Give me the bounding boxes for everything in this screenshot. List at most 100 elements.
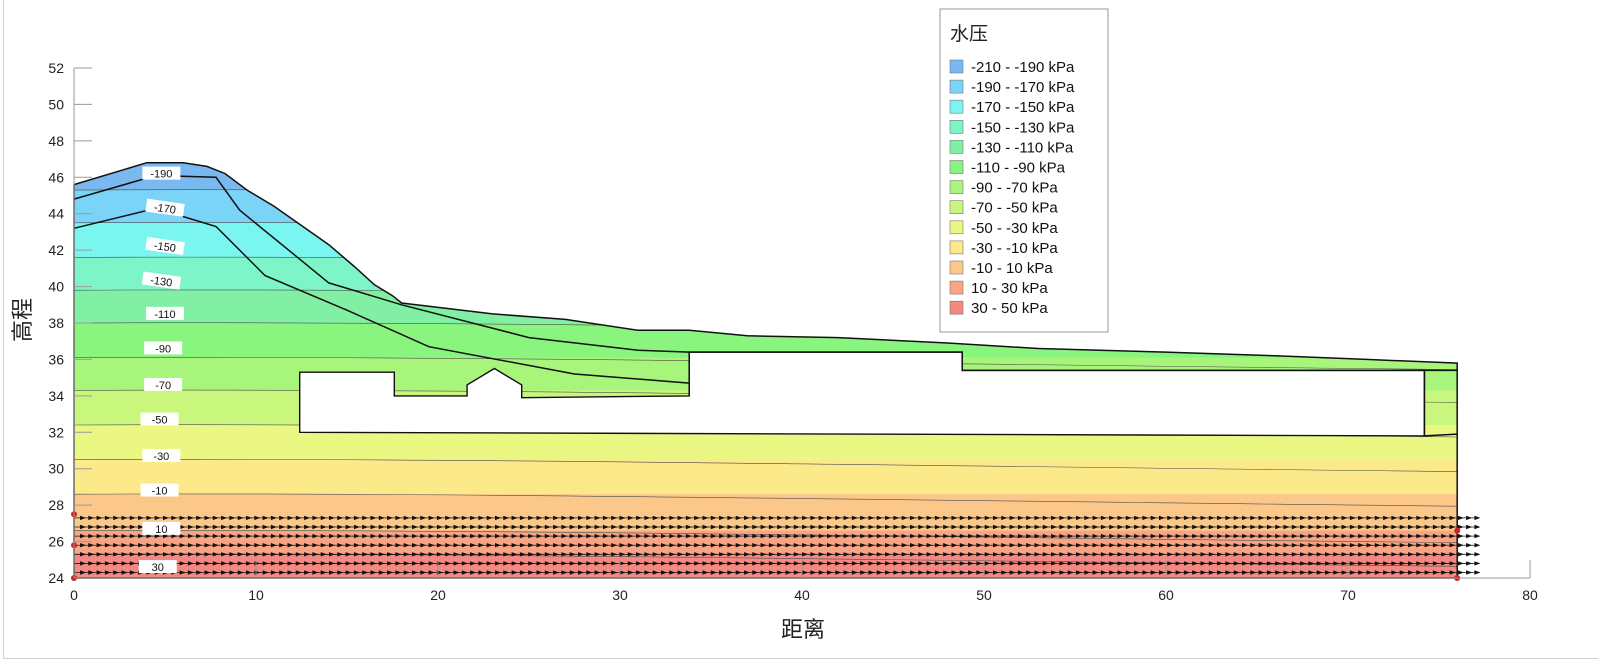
x-tick-label: 60 [1158, 587, 1174, 603]
pressure-contour-bands [74, 162, 1458, 578]
material-boundary-line [1424, 433, 1458, 437]
y-tick-label: 48 [48, 133, 64, 149]
x-tick-label: 80 [1522, 587, 1538, 603]
contour-label-bg [144, 377, 183, 391]
contour-label-text: -70 [155, 380, 171, 392]
legend-item-label: -50 - -30 kPa [971, 220, 1058, 237]
contour-band [74, 190, 1458, 224]
contour-label: -70 [144, 377, 183, 392]
legend-swatch [949, 180, 964, 194]
contour-label-bg [145, 236, 185, 256]
contour-label-text: -130 [149, 275, 172, 290]
contour-label-bg [142, 166, 181, 180]
contour-label-text: -10 [152, 486, 168, 498]
legend-swatch [949, 220, 964, 235]
contour-label: 30 [138, 560, 177, 574]
plot-frame [3, 0, 1598, 659]
contour-label-bg [138, 560, 177, 574]
legend-swatch [949, 300, 964, 315]
y-tick-label: 30 [48, 461, 64, 477]
legend-swatch [949, 260, 964, 275]
flow-vector-arrows [80, 561, 1481, 566]
contour-label: -90 [144, 341, 183, 356]
contour-band [74, 459, 1458, 495]
legend-item-label: -90 - -70 kPa [971, 180, 1058, 197]
contour-label-text: 10 [155, 524, 167, 536]
contour-label-text: -150 [153, 240, 176, 255]
contour-line [74, 458, 1458, 472]
y-tick-label: 34 [48, 388, 64, 404]
y-tick-label: 40 [48, 279, 64, 295]
contour-band [74, 290, 1458, 324]
y-tick-label: 42 [48, 242, 64, 258]
legend-item-label: 30 - 50 kPa [971, 300, 1048, 317]
y-tick-label: 28 [48, 497, 64, 513]
flow-vectors-layer [71, 511, 1481, 581]
contour-label-text: -90 [155, 344, 171, 356]
contour-line [74, 493, 1458, 507]
legend-swatch [949, 59, 964, 74]
contour-label: -190 [142, 166, 181, 181]
legend-swatch [949, 240, 964, 255]
x-tick-label: 70 [1340, 587, 1356, 603]
contour-label-bg [142, 521, 181, 535]
material-boundary-line [689, 351, 1458, 372]
contour-label-bg [144, 341, 183, 355]
contour-label-text: -170 [153, 202, 176, 217]
legend-swatch [949, 140, 964, 154]
x-tick-label: 40 [794, 587, 810, 603]
contour-label-text: -110 [154, 309, 175, 321]
x-tick-label: 30 [612, 587, 628, 603]
y-tick-label: 44 [48, 206, 64, 222]
y-axis-title: 高程 [11, 298, 36, 342]
contour-label: -50 [140, 412, 179, 427]
contour-label: -10 [140, 483, 179, 498]
x-tick-label: 20 [430, 587, 446, 603]
contour-label-text: -30 [153, 451, 169, 463]
y-tick-label: 38 [48, 315, 64, 331]
legend-swatch [949, 120, 964, 134]
flow-vector-arrows [80, 524, 1481, 530]
contour-label: -30 [142, 448, 181, 463]
legend-item-label: -70 - -50 kPa [971, 200, 1058, 217]
legend-item-label: -30 - -10 kPa [971, 240, 1058, 257]
legend-swatch [949, 280, 964, 295]
contour-label-bg [140, 483, 179, 497]
y-tick-label: 46 [48, 169, 64, 185]
x-tick-label: 10 [248, 587, 264, 603]
contour-label-bg [141, 271, 182, 290]
contour-line [74, 530, 1458, 543]
contour-label: -110 [146, 306, 184, 321]
contour-label-bg [145, 198, 185, 217]
outer-boundary [73, 161, 1458, 579]
contour-label-bg [140, 412, 179, 426]
y-tick-label: 24 [48, 570, 64, 586]
legend-item-label: -130 - -110 kPa [971, 139, 1074, 156]
flow-vector-arrows [80, 552, 1481, 557]
contour-label-text: -50 [152, 415, 168, 427]
legend-item-label: -170 - -150 kPa [971, 99, 1075, 116]
contour-label: 10 [142, 521, 181, 536]
flow-vector-arrows [80, 570, 1481, 575]
contour-band [74, 222, 1458, 259]
contour-band [74, 162, 1458, 191]
contour-label-text: -190 [150, 169, 172, 181]
contour-label: -130 [141, 271, 182, 290]
legend-item-label: -150 - -130 kPa [971, 119, 1075, 136]
x-tick-label: 50 [976, 587, 992, 603]
x-tick-label: 0 [70, 587, 78, 603]
axes-layer: 距离 高程 0 10 20 30 40 50 60 70 80 24 26 28 30 32 34 36 38 4… [11, 60, 1538, 643]
legend-item-label: -10 - 10 kPa [971, 260, 1053, 277]
y-tick-label: 50 [48, 96, 64, 112]
y-tick-label: 32 [48, 424, 64, 440]
y-tick-label: 52 [48, 60, 64, 76]
legend-item-label: -110 - -90 kPa [971, 160, 1066, 177]
y-tick-label: 26 [48, 534, 64, 550]
contour-band [74, 257, 1458, 291]
legend-item-label: -210 - -190 kPa [971, 59, 1075, 76]
contour-line [74, 189, 1458, 203]
y-tick-label: 36 [48, 351, 64, 367]
legend: 水压 -210 - -190 kPa -190 - -170 kPa -170 - … [939, 8, 1109, 333]
flow-vector-arrows [80, 543, 1481, 548]
